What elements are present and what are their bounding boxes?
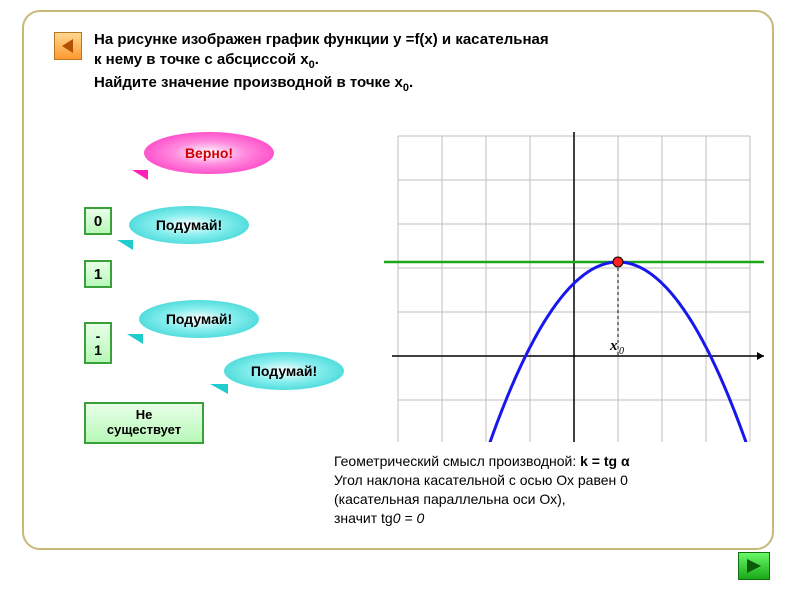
svg-text:x: x (609, 338, 618, 354)
answer-neg1-button[interactable]: - 1 (84, 322, 112, 364)
question-text: На рисунке изображен график функции y =f… (94, 30, 694, 96)
exp-l4b: = 0 (401, 510, 425, 526)
answer-notexist-button[interactable]: Не существует (84, 402, 204, 444)
svg-text:0: 0 (619, 346, 624, 357)
q-line1: На рисунке изображен график функции y =f… (94, 31, 549, 48)
exp-l4i: 0 (393, 510, 401, 526)
answer-ne-l2: существует (107, 422, 181, 437)
answer-ne-l1: Не (136, 407, 153, 422)
q-line3-tail: . (409, 74, 413, 91)
nav-forward-button[interactable] (738, 552, 770, 580)
q-line2: к нему в точке с абсциссой x (94, 51, 309, 68)
answer-0-label: 0 (94, 213, 102, 230)
slide-frame: На рисунке изображен график функции y =f… (22, 10, 774, 550)
exp-l1b: k = tg α (580, 453, 629, 469)
answer-0-button[interactable]: 0 (84, 207, 112, 235)
answer-1-label: 1 (94, 266, 102, 283)
bubble-think-1-label: Подумай! (156, 217, 222, 233)
nav-back-button[interactable] (54, 32, 82, 60)
triangle-left-icon (60, 38, 76, 54)
bubble-correct-label: Верно! (185, 145, 233, 161)
exp-l1a: Геометрический смысл производной: (334, 453, 580, 469)
exp-l2: Угол наклона касательной с осью Ох равен… (334, 472, 628, 488)
bubble-correct: Верно! (144, 132, 274, 174)
bubble-think-1: Подумай! (129, 206, 249, 244)
answer-1-button[interactable]: 1 (84, 260, 112, 288)
q-line2-tail: . (315, 51, 319, 68)
q-line3: Найдите значение производной в точке x (94, 74, 403, 91)
bubble-think-3: Подумай! (224, 352, 344, 390)
bubble-think-2-label: Подумай! (166, 311, 232, 327)
exp-l3: (касательная параллельна оси Ох), (334, 491, 566, 507)
exp-l4a: значит tg (334, 510, 393, 526)
function-graph: x0 (384, 132, 764, 442)
answer-neg1-bot: 1 (94, 342, 102, 358)
explanation-text: Геометрический смысл производной: k = tg… (334, 452, 774, 528)
bubble-think-3-label: Подумай! (251, 363, 317, 379)
bubble-think-2: Подумай! (139, 300, 259, 338)
triangle-right-icon (745, 558, 763, 574)
